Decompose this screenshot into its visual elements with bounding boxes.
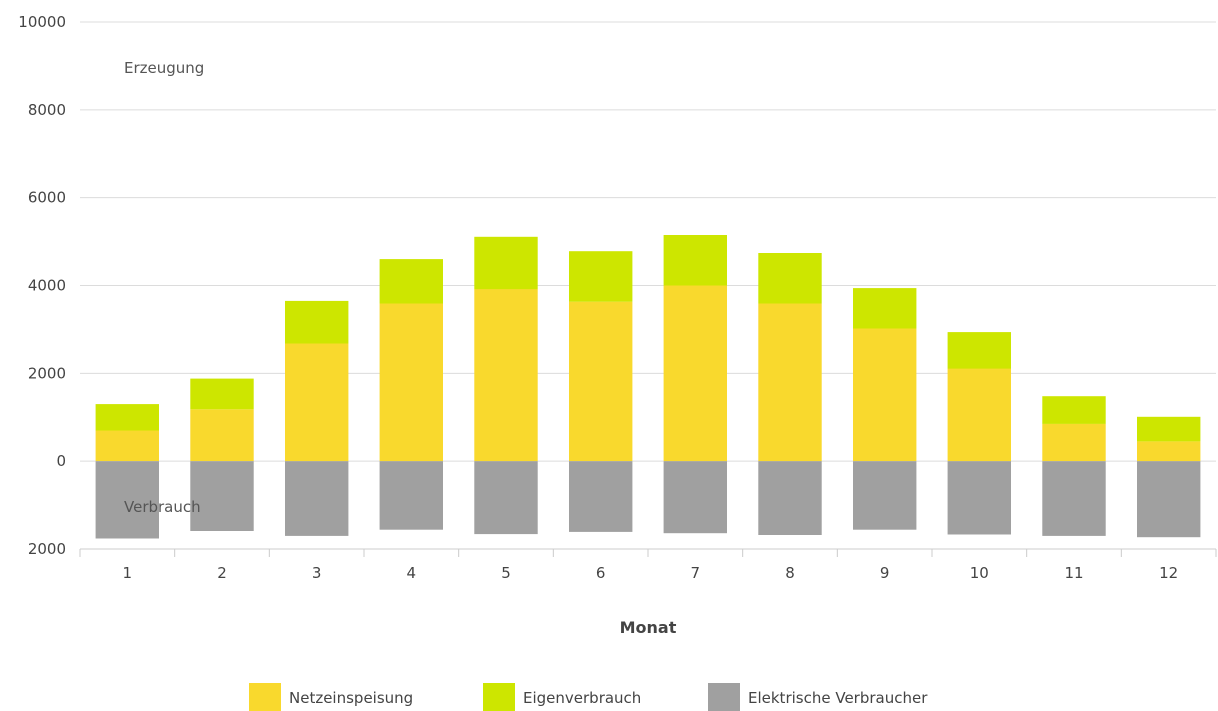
legend-swatch <box>483 683 515 711</box>
bar-elektrische-verbraucher-3 <box>285 461 349 536</box>
bar-elektrische-verbraucher-9 <box>853 461 917 530</box>
y-tick-label: 4000 <box>28 277 66 295</box>
annotation-verbrauch: Verbrauch <box>124 498 201 516</box>
bar-netzeinspeisung-9 <box>853 328 917 462</box>
bar-netzeinspeisung-10 <box>947 368 1011 462</box>
bar-elektrische-verbraucher-10 <box>947 461 1011 535</box>
bar-elektrische-verbraucher-11 <box>1042 461 1106 536</box>
x-tick-label: 11 <box>1064 564 1083 582</box>
bar-eigenverbrauch-11 <box>1042 396 1106 424</box>
x-tick-label: 8 <box>785 564 795 582</box>
bar-netzeinspeisung-8 <box>758 303 822 462</box>
x-tick-label: 4 <box>407 564 417 582</box>
legend-item-elektrische-verbraucher: Elektrische Verbraucher <box>708 683 928 711</box>
legend-swatch <box>249 683 281 711</box>
bar-eigenverbrauch-9 <box>853 288 917 329</box>
x-tick-label: 7 <box>691 564 701 582</box>
annotation-erzeugung: Erzeugung <box>124 59 204 77</box>
bar-netzeinspeisung-11 <box>1042 423 1106 462</box>
bar-eigenverbrauch-4 <box>379 259 443 304</box>
x-tick-label: 3 <box>312 564 322 582</box>
bar-elektrische-verbraucher-12 <box>1137 461 1201 538</box>
bar-elektrische-verbraucher-2 <box>190 461 254 531</box>
legend: Netzeinspeisung Eigenverbrauch Elektrische… <box>249 683 928 711</box>
x-tick-label: 6 <box>596 564 606 582</box>
bar-elektrische-verbraucher-7 <box>663 461 727 534</box>
x-tick-label: 9 <box>880 564 890 582</box>
bar-netzeinspeisung-1 <box>95 430 159 462</box>
bars <box>95 235 1201 539</box>
y-tick-label: 2000 <box>28 364 66 382</box>
x-axis-title: Monat <box>620 618 677 637</box>
bar-eigenverbrauch-10 <box>947 332 1011 369</box>
bar-elektrische-verbraucher-4 <box>379 461 443 530</box>
bar-eigenverbrauch-2 <box>190 378 254 410</box>
bar-eigenverbrauch-3 <box>285 300 349 344</box>
legend-swatch <box>708 683 740 711</box>
bar-elektrische-verbraucher-8 <box>758 461 822 535</box>
legend-label: Elektrische Verbraucher <box>748 689 928 707</box>
y-tick-label: 8000 <box>28 101 66 119</box>
bar-eigenverbrauch-5 <box>474 236 538 290</box>
y-tick-label: 2000 <box>28 540 66 558</box>
bar-netzeinspeisung-4 <box>379 303 443 462</box>
y-axis: 10000 8000 6000 4000 2000 0 2000 <box>18 13 66 558</box>
gridlines <box>80 21 1216 462</box>
x-axis: 1 2 3 4 5 6 7 8 9 10 11 12 <box>79 548 1217 582</box>
x-tick-label: 10 <box>970 564 989 582</box>
bar-netzeinspeisung-12 <box>1137 441 1201 462</box>
y-tick-label: 6000 <box>28 189 66 207</box>
bar-eigenverbrauch-6 <box>569 251 633 302</box>
x-tick-label: 1 <box>123 564 133 582</box>
bar-netzeinspeisung-7 <box>663 285 727 462</box>
bar-eigenverbrauch-7 <box>663 235 727 286</box>
bar-netzeinspeisung-6 <box>569 301 633 462</box>
legend-label: Eigenverbrauch <box>523 689 641 707</box>
bar-eigenverbrauch-8 <box>758 253 822 304</box>
legend-label: Netzeinspeisung <box>289 689 413 707</box>
legend-item-netzeinspeisung: Netzeinspeisung <box>249 683 413 711</box>
bar-elektrische-verbraucher-1 <box>95 461 159 539</box>
bar-netzeinspeisung-2 <box>190 409 254 462</box>
x-tick-label: 12 <box>1159 564 1178 582</box>
bar-eigenverbrauch-1 <box>95 404 159 431</box>
x-tick-label: 5 <box>501 564 511 582</box>
x-tick-label: 2 <box>217 564 227 582</box>
bar-elektrische-verbraucher-5 <box>474 461 538 535</box>
bar-elektrische-verbraucher-6 <box>569 461 633 532</box>
bar-eigenverbrauch-12 <box>1137 416 1201 442</box>
y-tick-label: 10000 <box>18 13 66 31</box>
bar-netzeinspeisung-5 <box>474 289 538 462</box>
bar-netzeinspeisung-3 <box>285 343 349 462</box>
legend-item-eigenverbrauch: Eigenverbrauch <box>483 683 641 711</box>
y-tick-label: 0 <box>56 452 66 470</box>
